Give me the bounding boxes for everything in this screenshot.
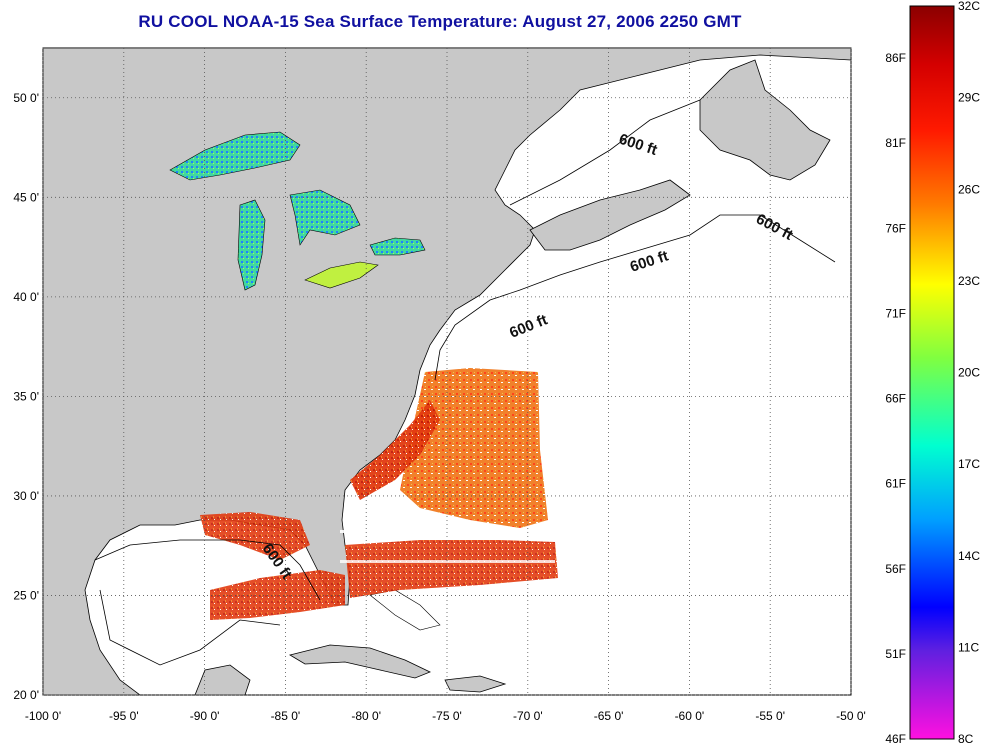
colorbar-c-label: 8C bbox=[958, 732, 974, 746]
colorbar-f-label: 66F bbox=[885, 392, 906, 406]
colorbar-f-label: 61F bbox=[885, 477, 906, 491]
depth-contour-600ft bbox=[94, 99, 836, 666]
hispaniola-land bbox=[444, 675, 507, 693]
lon-tick-label: -50 0' bbox=[836, 709, 866, 723]
lake-superior bbox=[169, 131, 301, 181]
lat-tick-label: 25 0' bbox=[13, 588, 39, 602]
lon-tick-label: -70 0' bbox=[513, 709, 543, 723]
colorbar-c-label: 23C bbox=[958, 274, 980, 288]
lake-ontario bbox=[369, 237, 426, 256]
colorbar bbox=[909, 5, 955, 740]
lake-erie bbox=[304, 261, 379, 289]
colorbar-c-label: 17C bbox=[958, 457, 980, 471]
colorbar-fahrenheit-labels: 86F 81F 76F 71F 66F 61F 56F 51F 46F bbox=[885, 51, 906, 746]
colorbar-c-label: 11C bbox=[958, 640, 979, 654]
lon-tick-label: -80 0' bbox=[351, 709, 381, 723]
lon-tick-label: -55 0' bbox=[755, 709, 785, 723]
sst-swath-south bbox=[345, 540, 558, 598]
colorbar-f-label: 81F bbox=[885, 136, 906, 150]
colorbar-f-label: 71F bbox=[885, 306, 906, 320]
map-title: RU COOL NOAA-15 Sea Surface Temperature:… bbox=[138, 12, 742, 31]
lat-tick-label: 20 0' bbox=[13, 688, 39, 702]
lat-tick-label: 40 0' bbox=[13, 290, 39, 304]
colorbar-c-label: 14C bbox=[958, 549, 980, 563]
lon-tick-label: -75 0' bbox=[432, 709, 462, 723]
cuba-land bbox=[288, 644, 431, 679]
colorbar-f-label: 76F bbox=[885, 221, 906, 235]
colorbar-c-label: 26C bbox=[958, 182, 980, 196]
lon-tick-label: -100 0' bbox=[25, 709, 61, 723]
lat-tick-label: 50 0' bbox=[13, 91, 39, 105]
yucatan-land bbox=[194, 664, 251, 695]
lon-tick-label: -60 0' bbox=[675, 709, 705, 723]
colorbar-c-label: 29C bbox=[958, 91, 980, 105]
lake-huron bbox=[289, 189, 361, 246]
sst-swath-atlantic bbox=[400, 368, 548, 528]
colorbar-f-label: 46F bbox=[885, 732, 906, 746]
colorbar-f-label: 56F bbox=[885, 562, 906, 576]
sst-swath-coastal bbox=[350, 400, 440, 500]
graticule bbox=[42, 48, 852, 696]
lon-tick-label: -95 0' bbox=[109, 709, 139, 723]
colorbar-f-label: 51F bbox=[885, 647, 906, 661]
lat-tick-label: 35 0' bbox=[13, 389, 39, 403]
lon-tick-label: -90 0' bbox=[190, 709, 220, 723]
lon-tick-label: -65 0' bbox=[594, 709, 624, 723]
lake-michigan bbox=[237, 199, 266, 291]
lat-tick-label: 30 0' bbox=[13, 489, 39, 503]
colorbar-f-label: 86F bbox=[885, 51, 906, 65]
colorbar-celsius-labels: 32C 29C 26C 23C 20C 17C 14C 11C 8C bbox=[958, 0, 980, 746]
colorbar-c-label: 32C bbox=[958, 0, 980, 13]
colorbar-c-label: 20C bbox=[958, 366, 980, 380]
maritimes-land bbox=[529, 179, 691, 251]
lon-tick-label: -85 0' bbox=[271, 709, 301, 723]
lat-tick-label: 45 0' bbox=[13, 190, 39, 204]
latitude-labels: 20 0' 25 0' 30 0' 35 0' 40 0' 45 0' 50 0' bbox=[13, 91, 39, 702]
sst-swath-gulf bbox=[210, 570, 345, 620]
newfoundland-land bbox=[699, 59, 831, 181]
longitude-labels: -100 0' -95 0' -90 0' -85 0' -80 0' -75 0' -70… bbox=[25, 709, 866, 723]
